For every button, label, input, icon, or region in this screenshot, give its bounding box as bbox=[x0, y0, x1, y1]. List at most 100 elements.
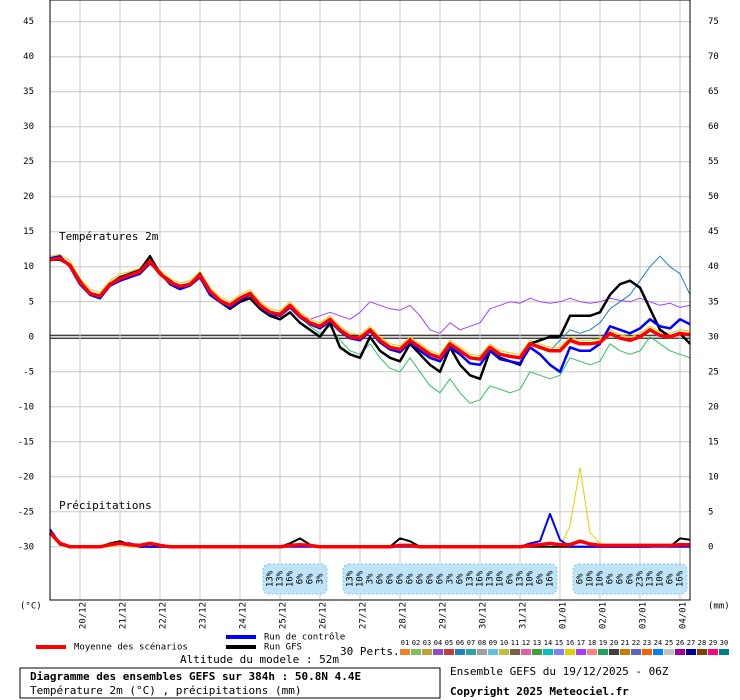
snow-group bbox=[572, 563, 688, 595]
pert-swatch bbox=[686, 649, 696, 655]
snow-label: 13% bbox=[486, 570, 496, 587]
pert-label: 07 bbox=[467, 639, 475, 647]
snow-group bbox=[342, 563, 558, 595]
snow-band: 13% 13% 16% 6% 6% 3% 13% 10% 3% 6% 6% 6% 6% 6% 6% 6% 3% 6… bbox=[262, 563, 688, 595]
x-tick-label: 30/12 bbox=[479, 602, 489, 629]
y2-tick-label: 15 bbox=[708, 437, 719, 447]
pert-label: 11 bbox=[511, 639, 519, 647]
y2-tick-label: 45 bbox=[708, 227, 719, 237]
snow-label: 13% bbox=[466, 570, 476, 587]
pert-label: 05 bbox=[445, 639, 453, 647]
y2-tick-label: 70 bbox=[708, 52, 719, 62]
pert-swatch bbox=[697, 649, 707, 655]
pert-swatch bbox=[466, 649, 476, 655]
pert-label: 02 bbox=[412, 639, 420, 647]
snow-label: 6% bbox=[576, 573, 586, 584]
snow-label: 6% bbox=[456, 573, 466, 584]
pert-label: 26 bbox=[676, 639, 684, 647]
x-tick-label: 03/01 bbox=[639, 602, 649, 629]
pert-label: 03 bbox=[423, 639, 431, 647]
snow-label: 6% bbox=[406, 573, 416, 584]
pert-swatch bbox=[477, 649, 487, 655]
pert-label: 23 bbox=[643, 639, 651, 647]
y2-tick-label: 30 bbox=[708, 332, 719, 342]
snow-label: 6% bbox=[606, 573, 616, 584]
legend-label: Run GFS bbox=[264, 643, 302, 653]
x-tick-label: 31/12 bbox=[519, 602, 529, 629]
y-tick-label: 10 bbox=[23, 262, 34, 272]
legend-label: Run de contrôle bbox=[264, 632, 345, 643]
y-tick-label: 45 bbox=[23, 17, 34, 27]
legend: Moyenne des scénarios Run de contrôleRun … bbox=[36, 632, 729, 655]
pert-label: 12 bbox=[522, 639, 530, 647]
snow-label: 13% bbox=[516, 570, 526, 587]
pert-label: 18 bbox=[588, 639, 596, 647]
pert-swatch bbox=[444, 649, 454, 655]
pert-swatch bbox=[653, 649, 663, 655]
pert-label: 25 bbox=[665, 639, 673, 647]
snow-label: 10% bbox=[526, 570, 536, 587]
y-tick-label: 25 bbox=[23, 157, 34, 167]
x-tick-label: 27/12 bbox=[359, 602, 369, 629]
snow-label: 13% bbox=[266, 570, 276, 587]
pert-label: 01 bbox=[401, 639, 409, 647]
y-tick-label: 15 bbox=[23, 227, 34, 237]
pert-swatch bbox=[664, 649, 674, 655]
pert-label: 20 bbox=[610, 639, 618, 647]
snow-label: 6% bbox=[426, 573, 436, 584]
y-tick-label: 5 bbox=[29, 297, 34, 307]
y-tick-label: -5 bbox=[23, 367, 34, 377]
x-tick-label: 29/12 bbox=[439, 602, 449, 629]
y2-tick-label: 50 bbox=[708, 192, 719, 202]
pert-swatch bbox=[576, 649, 586, 655]
y-tick-label: -30 bbox=[18, 542, 34, 552]
snow-label: 6% bbox=[626, 573, 636, 584]
pert-swatch bbox=[543, 649, 553, 655]
pert-swatch bbox=[620, 649, 630, 655]
pert-swatch bbox=[565, 649, 575, 655]
snow-label: 6% bbox=[396, 573, 406, 584]
snow-label: 16% bbox=[676, 570, 686, 587]
title: Diagramme des ensembles GEFS sur 384h : … bbox=[30, 670, 361, 683]
pert-label: 17 bbox=[577, 639, 585, 647]
x-tick-label: 24/12 bbox=[239, 602, 249, 629]
snow-group bbox=[262, 563, 328, 595]
x-tick-label: 01/01 bbox=[559, 602, 569, 629]
snow-label: 10% bbox=[496, 570, 506, 587]
pert-label: 21 bbox=[621, 639, 629, 647]
snow-label: 13% bbox=[346, 570, 356, 587]
pert-swatch bbox=[631, 649, 641, 655]
snow-label: 6% bbox=[666, 573, 676, 584]
altitude: Altitude du modele : 52m bbox=[180, 653, 339, 666]
pert-swatch bbox=[642, 649, 652, 655]
pert-swatch bbox=[532, 649, 542, 655]
pert-swatch bbox=[455, 649, 465, 655]
x-tick-label: 23/12 bbox=[199, 602, 209, 629]
snow-label: 16% bbox=[546, 570, 556, 587]
perts-label: 30 Perts. bbox=[340, 645, 400, 658]
x-tick-label: 20/12 bbox=[79, 602, 89, 629]
snow-label: 10% bbox=[356, 570, 366, 587]
snow-label: 6% bbox=[616, 573, 626, 584]
x-tick-label: 04/01 bbox=[679, 602, 689, 629]
snow-label: 6% bbox=[506, 573, 516, 584]
precip-label: Précipitations bbox=[59, 499, 152, 512]
y2-label: (mm) bbox=[708, 602, 730, 612]
y-label: (°C) bbox=[20, 602, 42, 612]
y2-tick-label: 55 bbox=[708, 157, 719, 167]
y2-tick-label: 60 bbox=[708, 122, 719, 132]
snow-label: 23% bbox=[636, 570, 646, 587]
pert-swatch bbox=[411, 649, 421, 655]
y2-tick-label: 5 bbox=[708, 507, 713, 517]
snow-label: 6% bbox=[386, 573, 396, 584]
pert-label: 13 bbox=[533, 639, 541, 647]
pert-label: 27 bbox=[687, 639, 695, 647]
pert-swatch bbox=[554, 649, 564, 655]
y-tick-label: 35 bbox=[23, 87, 34, 97]
series-line bbox=[48, 531, 690, 549]
pert-swatch bbox=[433, 649, 443, 655]
x-tick-label: 22/12 bbox=[159, 602, 169, 629]
y-tick-label: -20 bbox=[18, 472, 34, 482]
